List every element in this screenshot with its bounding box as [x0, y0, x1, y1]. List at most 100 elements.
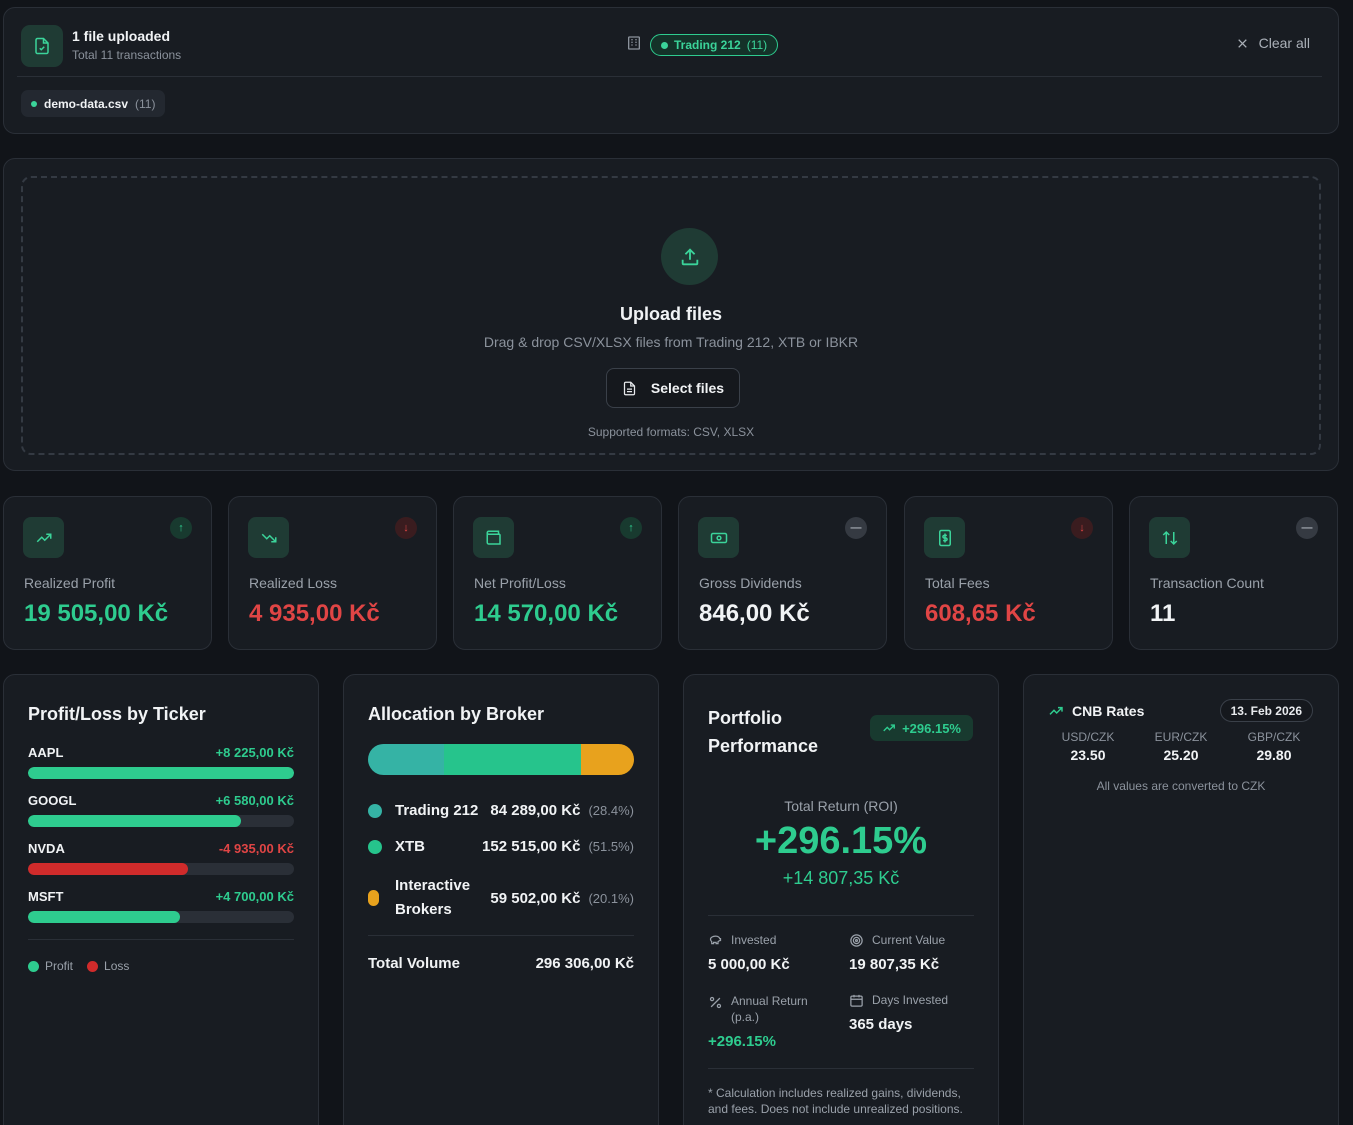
- ticker-value: -4 935,00 Kč: [218, 841, 294, 856]
- cnb-rates-panel: CNB Rates 13. Feb 2026 USD/CZK 23.50 EUR…: [1023, 674, 1339, 1125]
- broker-dot: [661, 41, 668, 49]
- stat-net-profit-loss: ↑ Net Profit/Loss 14 570,00 Kč: [453, 496, 662, 650]
- broker-filter: Trading 212 (11): [626, 34, 779, 56]
- upload-card: Upload files Drag & drop CSV/XLSX files …: [3, 158, 1339, 471]
- stat-value: 846,00 Kč: [699, 600, 810, 627]
- allocation-dot: [368, 839, 382, 854]
- annual-return-cell: Annual Return (p.a.) +296.15%: [708, 994, 808, 1050]
- target-icon: [850, 934, 863, 947]
- allocation-percent: (28.4%): [588, 803, 634, 818]
- ticker-bar-track: [28, 815, 294, 827]
- stat-value: 11: [1150, 600, 1176, 627]
- ticker-name: AAPL: [28, 745, 64, 760]
- clear-all-button[interactable]: Clear all: [1236, 35, 1310, 51]
- divider: [708, 1068, 974, 1069]
- cnb-date-badge: 13. Feb 2026: [1219, 699, 1313, 722]
- trend-neutral-indicator: —: [1296, 517, 1318, 539]
- file-check-icon: [21, 25, 63, 67]
- ticker-legend: Profit Loss: [28, 959, 129, 973]
- stat-value: 19 505,00 Kč: [24, 600, 169, 627]
- ticker-bar-fill: [28, 863, 188, 875]
- roi-value: +296.15%: [754, 820, 928, 862]
- ticker-pl-panel: Profit/Loss by Ticker AAPL +8 225,00 Kč …: [3, 674, 319, 1125]
- allocation-broker-name: XTB: [395, 838, 425, 855]
- percent-icon: [709, 996, 722, 1009]
- rate-eur-czk: EUR/CZK 25.20: [1154, 730, 1208, 763]
- ticker-row-googl: GOOGL +6 580,00 Kč: [28, 793, 294, 827]
- clear-all-label: Clear all: [1258, 35, 1310, 51]
- stat-value: 4 935,00 Kč: [249, 600, 380, 627]
- cnb-title: CNB Rates: [1048, 703, 1144, 719]
- piggy-bank-icon: [709, 935, 722, 945]
- days-invested-cell: Days Invested 365 days: [849, 993, 949, 1033]
- supported-formats: Supported formats: CSV, XLSX: [587, 425, 755, 439]
- file-chip-count: (11): [135, 96, 156, 111]
- trending-up-icon: [883, 724, 896, 732]
- allocation-segment: [368, 744, 444, 775]
- legend-profit: Profit: [28, 959, 73, 973]
- stat-label: Net Profit/Loss: [474, 575, 566, 591]
- divider: [17, 76, 1322, 77]
- panel-title: Portfolio Performance: [708, 708, 819, 756]
- stat-value: 608,65 Kč: [925, 600, 1036, 627]
- total-volume-value: 296 306,00 Kč: [535, 955, 634, 972]
- receipt-dollar-icon: [924, 517, 965, 558]
- ticker-row-msft: MSFT +4 700,00 Kč: [28, 889, 294, 923]
- allocation-row-ibkr: Interactive Brokers 59 502,00 Kč (20.1%): [368, 874, 634, 922]
- stat-gross-dividends: — Gross Dividends 846,00 Kč: [678, 496, 887, 650]
- divider: [28, 939, 294, 940]
- trending-up-icon: [23, 517, 64, 558]
- current-value-cell: Current Value 19 807,35 Kč: [849, 933, 946, 973]
- allocation-percent: (20.1%): [588, 890, 634, 906]
- select-files-button[interactable]: Select files: [606, 368, 740, 408]
- legend-loss: Loss: [87, 959, 129, 973]
- broker-pill-trading212[interactable]: Trading 212 (11): [650, 34, 779, 56]
- allocation-dot: [368, 890, 379, 906]
- broker-pill-label: Trading 212: [674, 38, 741, 52]
- roi-amount: +14 807,35 Kč: [782, 868, 900, 888]
- ticker-value: +4 700,00 Kč: [215, 889, 294, 904]
- upload-title: Upload files: [619, 304, 722, 324]
- panel-title: Allocation by Broker: [368, 704, 545, 724]
- dropzone[interactable]: Upload files Drag & drop CSV/XLSX files …: [21, 176, 1321, 455]
- calculation-note: * Calculation includes realized gains, d…: [708, 1086, 963, 1116]
- panel-title: Profit/Loss by Ticker: [28, 704, 206, 724]
- stat-realized-profit: ↑ Realized Profit 19 505,00 Kč: [3, 496, 212, 650]
- wallet-icon: [473, 517, 514, 558]
- total-volume-label: Total Volume: [368, 955, 460, 972]
- divider: [368, 935, 634, 936]
- upload-subtitle: Drag & drop CSV/XLSX files from Trading …: [483, 334, 859, 350]
- ticker-bar-fill: [28, 911, 180, 923]
- ticker-value: +8 225,00 Kč: [215, 745, 294, 760]
- stat-total-fees: ↓ Total Fees 608,65 Kč: [904, 496, 1113, 650]
- trend-up-indicator: ↑: [620, 517, 642, 539]
- stat-realized-loss: ↓ Realized Loss 4 935,00 Kč: [228, 496, 437, 650]
- allocation-amount: 59 502,00 Kč: [490, 889, 581, 907]
- stat-value: 14 570,00 Kč: [474, 600, 619, 627]
- upload-status-subtitle: Total 11 transactions: [72, 48, 182, 62]
- ticker-value: +6 580,00 Kč: [215, 793, 294, 808]
- invested-cell: Invested 5 000,00 Kč: [708, 933, 790, 973]
- trend-up-indicator: ↑: [170, 517, 192, 539]
- allocation-segment: [443, 744, 581, 775]
- upload-icon: [661, 228, 718, 285]
- allocation-bar: [368, 744, 634, 775]
- ticker-row-nvda: NVDA -4 935,00 Kč: [28, 841, 294, 875]
- roi-badge: +296.15%: [870, 715, 973, 741]
- rate-gbp-czk: GBP/CZK 29.80: [1247, 730, 1301, 763]
- document-icon: [623, 381, 636, 395]
- allocation-percent: (51.5%): [588, 839, 634, 854]
- allocation-panel: Allocation by Broker Trading 212 84 289,…: [343, 674, 659, 1125]
- file-status-dot: [31, 100, 37, 107]
- file-chip[interactable]: demo-data.csv (11): [21, 90, 166, 117]
- ticker-row-aapl: AAPL +8 225,00 Kč: [28, 745, 294, 779]
- stat-label: Realized Profit: [24, 575, 116, 591]
- allocation-amount: 84 289,00 Kč: [490, 802, 581, 819]
- ticker-bar-track: [28, 767, 294, 779]
- building-icon: [626, 35, 642, 56]
- allocation-broker-name: Interactive Brokers: [395, 877, 471, 918]
- uploaded-files-bar: 1 file uploaded Total 11 transactions Tr…: [3, 7, 1339, 134]
- stat-transaction-count: — Transaction Count 11: [1129, 496, 1338, 650]
- ticker-bar-track: [28, 911, 294, 923]
- allocation-broker-name: Trading 212: [395, 802, 479, 819]
